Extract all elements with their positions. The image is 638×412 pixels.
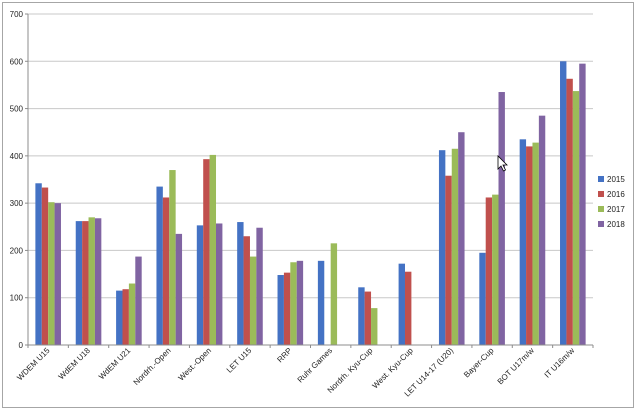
bar-2015 bbox=[35, 183, 42, 345]
x-tick-label: WdEM U18 bbox=[57, 346, 93, 382]
bar-2018 bbox=[135, 256, 142, 345]
bar-2016 bbox=[404, 271, 412, 345]
bar-2017 bbox=[572, 91, 580, 345]
bar-2017 bbox=[209, 154, 217, 345]
bar-2015 bbox=[75, 221, 83, 345]
bar-2015 bbox=[560, 61, 567, 346]
bar-2018 bbox=[458, 132, 465, 345]
x-tick-label: West. Kyu-Cup bbox=[371, 346, 416, 391]
legend-label: 2018 bbox=[607, 220, 625, 229]
bar-2017 bbox=[88, 217, 95, 345]
legend-label: 2016 bbox=[607, 190, 625, 199]
bar-2015 bbox=[398, 263, 405, 345]
bar-2017 bbox=[330, 243, 338, 345]
bar-2015 bbox=[358, 287, 365, 345]
bar-2018 bbox=[216, 223, 223, 345]
bar-2016 bbox=[445, 175, 452, 345]
bar-2015 bbox=[519, 139, 527, 345]
bar-2017 bbox=[451, 148, 459, 345]
y-tick-label: 600 bbox=[10, 57, 24, 66]
x-axis: WDEM U15 WdEM U18 WdEM U21 Nordrh.-Open West… bbox=[15, 344, 594, 399]
legend-label: 2015 bbox=[607, 175, 625, 184]
x-tick-label: Ruhr Games bbox=[296, 346, 334, 384]
y-axis: 0 100 200 300 400 500 600 700 bbox=[10, 10, 29, 350]
bar-2018 bbox=[256, 227, 263, 345]
y-tick-label: 300 bbox=[10, 199, 24, 208]
gridlines bbox=[28, 13, 593, 346]
x-tick-label: Nordrh.-Open bbox=[132, 346, 173, 387]
bar-2016 bbox=[122, 289, 129, 345]
bar-2017 bbox=[492, 194, 499, 345]
bar-2015 bbox=[317, 260, 325, 345]
x-tick-label: IT U16m/w bbox=[543, 346, 577, 380]
bar-2018 bbox=[54, 203, 61, 345]
bar-2017 bbox=[128, 283, 136, 345]
bar-2015 bbox=[438, 150, 446, 345]
bars bbox=[35, 61, 586, 346]
x-tick-label: BOT U17m/w bbox=[496, 346, 536, 386]
y-tick-label: 0 bbox=[19, 341, 24, 350]
bar-2016 bbox=[566, 78, 573, 345]
bar-2017 bbox=[290, 262, 297, 345]
bar-2015 bbox=[116, 290, 123, 345]
bar-2015 bbox=[196, 225, 204, 345]
legend-swatch bbox=[598, 221, 604, 227]
bar-2016 bbox=[82, 221, 89, 345]
x-tick-label: RRP bbox=[275, 346, 293, 364]
bar-2018 bbox=[579, 63, 586, 346]
bar-2015 bbox=[277, 275, 284, 345]
mouse-cursor-icon bbox=[497, 155, 508, 172]
bar-2016 bbox=[41, 187, 49, 345]
legend: 2015 2016 2017 2018 bbox=[598, 175, 625, 229]
bar-2018 bbox=[498, 92, 505, 346]
bar-2015 bbox=[237, 222, 244, 345]
bar-2016 bbox=[485, 197, 493, 345]
x-tick-label: WDEM U15 bbox=[15, 346, 52, 383]
y-tick-label: 400 bbox=[10, 152, 24, 161]
bar-2018 bbox=[538, 115, 546, 346]
bar-2016 bbox=[162, 197, 170, 345]
bar-2017 bbox=[532, 142, 539, 345]
x-tick-label: WdEM U21 bbox=[97, 346, 133, 382]
bar-2016 bbox=[203, 159, 210, 345]
x-tick-label: Bayer-Cup bbox=[462, 346, 496, 380]
bar-2016 bbox=[364, 291, 372, 345]
legend-swatch bbox=[598, 176, 604, 182]
bar-2017 bbox=[249, 256, 257, 345]
x-tick-label: West.-Open bbox=[177, 346, 213, 382]
y-tick-label: 100 bbox=[10, 294, 24, 303]
bar-2016 bbox=[243, 236, 250, 345]
bar-2016 bbox=[283, 272, 291, 345]
y-tick-label: 700 bbox=[10, 10, 24, 19]
legend-label: 2017 bbox=[607, 205, 625, 214]
legend-swatch bbox=[598, 206, 604, 212]
bar-2018 bbox=[94, 218, 102, 345]
y-tick-label: 500 bbox=[10, 105, 24, 114]
bar-2017 bbox=[169, 170, 176, 345]
bar-2017 bbox=[48, 202, 55, 345]
bar-2015 bbox=[156, 186, 163, 345]
legend-swatch bbox=[598, 191, 604, 197]
bar-2016 bbox=[526, 146, 533, 345]
bar-2018 bbox=[296, 260, 304, 345]
bar-2017 bbox=[371, 308, 378, 345]
x-tick-label: LET U15 bbox=[225, 346, 254, 375]
bar-2018 bbox=[175, 233, 183, 345]
y-tick-label: 200 bbox=[10, 246, 24, 255]
bar-2015 bbox=[479, 252, 486, 345]
